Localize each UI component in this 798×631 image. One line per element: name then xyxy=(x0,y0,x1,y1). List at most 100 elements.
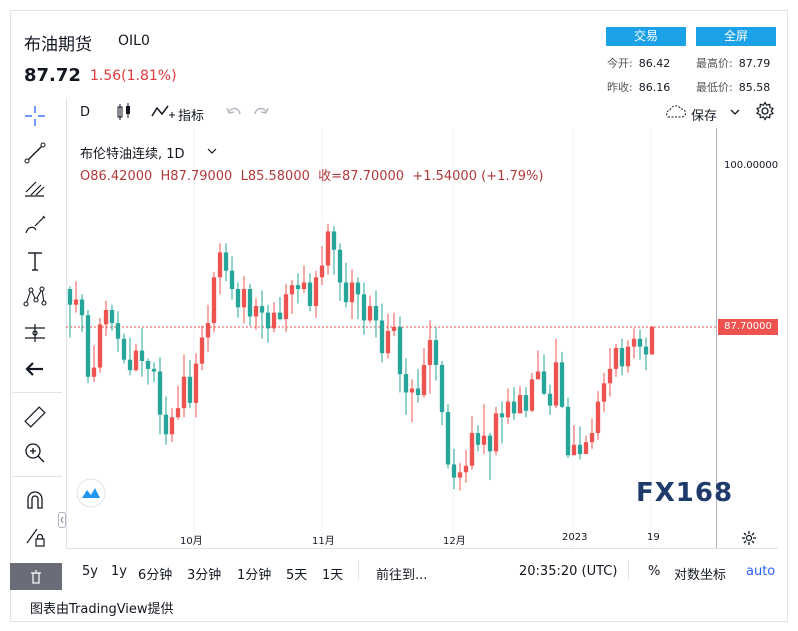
trend-line-icon[interactable] xyxy=(22,140,48,166)
candle xyxy=(121,333,127,364)
candle xyxy=(175,385,181,420)
candle-body xyxy=(205,323,211,338)
candle-body xyxy=(511,401,517,414)
candle xyxy=(607,347,613,397)
range-5d[interactable]: 5天 xyxy=(286,568,308,583)
log-scale-toggle[interactable]: 对数坐标 xyxy=(674,568,727,583)
candle-body xyxy=(187,376,193,403)
trade-button[interactable]: 交易 xyxy=(606,27,686,46)
candle xyxy=(529,372,535,413)
lock-drawing-icon[interactable] xyxy=(22,524,48,550)
x-axis-label: 19 xyxy=(647,532,660,543)
candle-body xyxy=(283,294,289,320)
candle xyxy=(493,406,499,456)
zoom-in-icon[interactable] xyxy=(22,440,48,466)
fib-retracement-icon[interactable] xyxy=(22,176,48,202)
range-1min[interactable]: 1分钟 xyxy=(237,568,272,583)
candle xyxy=(91,345,97,382)
fullscreen-button[interactable]: 全屏 xyxy=(696,27,776,46)
range-1d[interactable]: 1天 xyxy=(322,568,344,583)
candle xyxy=(277,296,283,321)
candle-body xyxy=(157,371,163,415)
candle xyxy=(193,353,199,418)
range-3min[interactable]: 3分钟 xyxy=(187,568,222,583)
indicators-icon[interactable] xyxy=(150,102,176,122)
interval-button[interactable]: D xyxy=(80,105,91,120)
utc-time[interactable]: 20:35:20 (UTC) xyxy=(519,564,618,579)
magnet-icon[interactable] xyxy=(22,488,48,514)
measure-icon[interactable] xyxy=(22,320,48,346)
candle-type-icon[interactable] xyxy=(115,102,133,122)
candle xyxy=(457,463,463,491)
candle xyxy=(415,368,421,403)
chevron-down-icon[interactable] xyxy=(207,147,217,155)
candle-body xyxy=(403,374,409,393)
candle-body xyxy=(397,327,403,375)
text-tool-icon[interactable] xyxy=(22,248,48,274)
crosshair-icon[interactable] xyxy=(22,103,48,129)
collapse-toolbar-handle[interactable] xyxy=(58,512,66,528)
candle-body xyxy=(415,388,421,396)
candle xyxy=(445,404,451,469)
candle-body xyxy=(541,371,547,394)
redo-icon[interactable] xyxy=(252,104,270,120)
candle-body xyxy=(259,306,265,313)
indicators-button[interactable]: 指标 xyxy=(178,109,205,124)
trash-icon[interactable] xyxy=(30,570,42,584)
candle-body xyxy=(373,306,379,321)
candle xyxy=(115,311,121,352)
candle-body xyxy=(103,309,109,325)
brush-icon[interactable] xyxy=(22,212,48,238)
candle xyxy=(73,281,79,313)
save-button[interactable]: 保存 xyxy=(691,109,718,124)
widget-frame xyxy=(10,10,788,622)
range-1y[interactable]: 1y xyxy=(111,564,127,579)
bottom-divider xyxy=(66,548,778,549)
pattern-icon[interactable] xyxy=(22,284,48,310)
candle-body xyxy=(235,289,241,308)
hide-drawings-button[interactable] xyxy=(10,563,62,590)
candle-body xyxy=(391,327,397,331)
ruler-icon[interactable] xyxy=(22,404,48,430)
candle xyxy=(379,303,385,363)
candle-body xyxy=(475,433,481,445)
candle xyxy=(247,283,253,326)
x-axis-label: 12月 xyxy=(443,536,466,547)
candle xyxy=(103,300,109,337)
goto-date-button[interactable]: 前往到... xyxy=(376,568,428,583)
candle-body xyxy=(169,417,175,435)
bottom-separator xyxy=(628,560,629,580)
candle-body xyxy=(325,231,331,266)
percent-scale-toggle[interactable]: % xyxy=(648,564,661,579)
auto-scale-toggle[interactable]: auto xyxy=(746,564,776,579)
candle xyxy=(385,313,391,359)
candle-body xyxy=(85,315,91,377)
candle-body xyxy=(217,252,223,278)
candle xyxy=(169,408,175,443)
candle-body xyxy=(565,406,571,456)
candle xyxy=(319,245,325,286)
candle-body xyxy=(505,401,511,418)
candle-body xyxy=(451,464,457,478)
chevron-down-icon[interactable] xyxy=(729,107,741,117)
arrow-back-icon[interactable] xyxy=(22,356,48,382)
candle-body xyxy=(337,249,343,283)
candle xyxy=(523,387,529,418)
left-toolbar-divider xyxy=(66,128,67,548)
candle-body xyxy=(493,413,499,452)
candle-body xyxy=(163,414,169,435)
last-price: 87.72 xyxy=(24,65,81,86)
candlestick-chart[interactable] xyxy=(66,128,716,548)
candle xyxy=(481,404,487,454)
cloud-icon[interactable] xyxy=(662,104,688,120)
candle-body xyxy=(595,401,601,434)
undo-icon[interactable] xyxy=(225,104,243,120)
range-5y[interactable]: 5y xyxy=(82,564,98,579)
candle xyxy=(355,277,361,320)
tradingview-logo-icon[interactable] xyxy=(76,478,106,508)
settings-gear-icon[interactable] xyxy=(755,101,775,121)
range-6min[interactable]: 6分钟 xyxy=(138,568,173,583)
chart-symbol-legend[interactable]: 布伦特油连续, 1D xyxy=(80,147,185,162)
candle xyxy=(535,350,541,380)
axis-settings-gear-icon[interactable] xyxy=(741,530,757,546)
